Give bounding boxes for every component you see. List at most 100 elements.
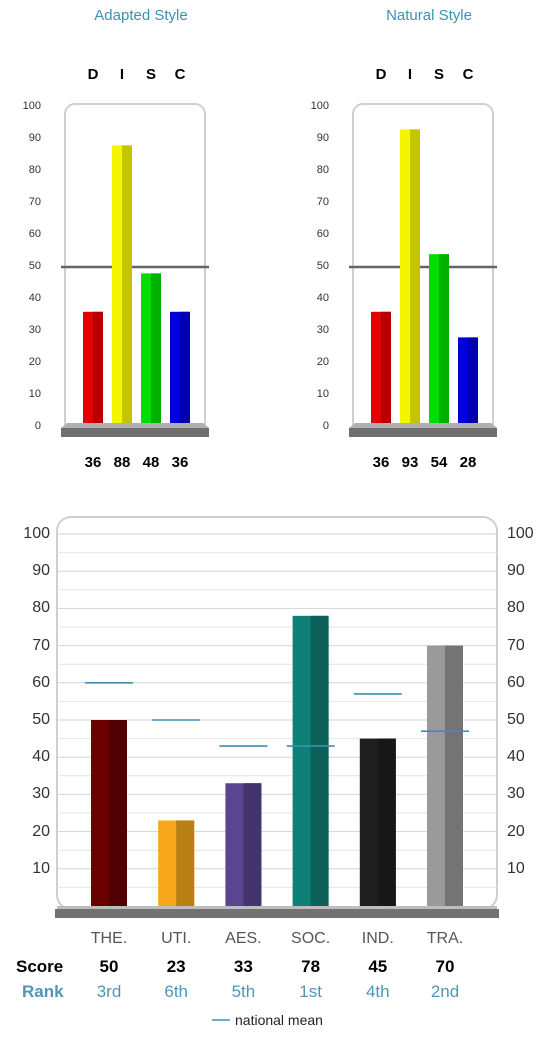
category-label: I <box>407 66 413 83</box>
y-tick-label-right: 70 <box>507 636 525 654</box>
y-tick-label-right: 80 <box>507 599 525 617</box>
y-tick-label-left: 60 <box>32 673 50 691</box>
y-tick-label-left: 10 <box>32 859 50 877</box>
category-label: S <box>145 66 156 83</box>
base-slab <box>55 909 499 918</box>
y-tick-label: 90 <box>316 132 329 144</box>
bar-shade <box>468 337 478 427</box>
rank-value: 6th <box>164 982 188 1001</box>
y-tick-label: 20 <box>316 356 329 368</box>
value-label: 36 <box>84 454 102 471</box>
score-value: 50 <box>99 957 119 976</box>
base-top <box>349 423 497 428</box>
bar-shade <box>243 783 262 906</box>
y-tick-label: 80 <box>28 164 41 176</box>
value-label: 36 <box>171 454 189 471</box>
category-label: C <box>462 66 474 83</box>
score-row-label: Score <box>16 957 64 976</box>
y-tick-label: 70 <box>28 196 41 208</box>
value-label: 93 <box>401 454 419 471</box>
base-slab <box>349 428 497 437</box>
y-tick-label-left: 100 <box>23 525 50 542</box>
y-tick-label-right: 60 <box>507 673 525 691</box>
bar-shade <box>176 820 195 906</box>
y-tick-label: 10 <box>28 388 41 400</box>
category-label: S <box>433 66 444 83</box>
base-slab <box>61 428 209 437</box>
base-top <box>57 906 497 909</box>
score-value: 23 <box>166 957 186 976</box>
y-tick-label: 40 <box>316 292 329 304</box>
category-label: D <box>87 66 99 83</box>
y-tick-label: 10 <box>316 388 329 400</box>
y-tick-label-left: 30 <box>32 785 50 803</box>
y-tick-label: 90 <box>28 132 41 144</box>
rank-value: 4th <box>365 982 390 1001</box>
score-value: 78 <box>301 957 321 976</box>
score-value: 45 <box>368 957 388 976</box>
y-tick-label-left: 70 <box>32 636 50 654</box>
y-tick-label: 0 <box>322 420 329 432</box>
bar-shade <box>109 720 127 906</box>
category-label: THE. <box>90 930 128 947</box>
bar-shade <box>439 254 449 427</box>
y-tick-label: 40 <box>28 292 41 304</box>
category-label: I <box>119 66 125 83</box>
y-tick-label-right: 100 <box>507 525 534 542</box>
y-tick-label: 0 <box>34 420 41 432</box>
y-tick-label-right: 10 <box>507 859 525 877</box>
bar-shade <box>93 311 103 427</box>
bar-shade <box>310 615 329 906</box>
y-tick-label: 20 <box>28 356 41 368</box>
y-tick-label-right: 90 <box>507 562 525 580</box>
value-label: 48 <box>142 454 160 471</box>
y-tick-label-right: 30 <box>507 785 525 803</box>
category-label: AES. <box>225 930 262 947</box>
category-label: D <box>375 66 387 83</box>
value-label: 28 <box>459 454 477 471</box>
y-tick-label-left: 90 <box>32 562 50 580</box>
value-label: 54 <box>430 454 448 471</box>
y-tick-label: 50 <box>28 260 41 272</box>
base-top <box>61 423 209 428</box>
y-tick-label: 60 <box>316 228 329 240</box>
bar-shade <box>445 645 463 906</box>
score-value: 70 <box>435 957 455 976</box>
bar-shade <box>410 129 420 427</box>
bar-shade <box>122 145 132 427</box>
y-tick-label-right: 20 <box>507 822 525 840</box>
y-tick-label-left: 20 <box>32 822 50 840</box>
y-tick-label-left: 80 <box>32 599 50 617</box>
y-tick-label: 100 <box>22 100 41 112</box>
bar-shade <box>151 273 161 427</box>
y-tick-label: 80 <box>316 164 329 176</box>
rank-value: 2nd <box>430 982 460 1001</box>
category-label: SOC. <box>291 930 331 947</box>
y-tick-label: 50 <box>316 260 329 272</box>
category-label: C <box>174 66 186 83</box>
score-value: 33 <box>233 957 253 976</box>
chart-title: Adapted Style <box>94 7 188 24</box>
y-tick-label: 100 <box>310 100 329 112</box>
rank-value: 1st <box>299 982 322 1001</box>
y-tick-label: 70 <box>316 196 329 208</box>
bar-shade <box>377 738 396 906</box>
value-label: 88 <box>113 454 131 471</box>
category-label: UTI. <box>161 930 192 947</box>
category-label: TRA. <box>426 930 464 947</box>
rank-value: 3rd <box>96 982 122 1001</box>
rank-value: 5th <box>231 982 256 1001</box>
y-tick-label-right: 40 <box>507 748 525 766</box>
y-tick-label: 30 <box>28 324 41 336</box>
legend-label: national mean <box>235 1012 323 1028</box>
y-tick-label-right: 50 <box>507 711 525 728</box>
y-tick-label: 60 <box>28 228 41 240</box>
y-tick-label-left: 50 <box>32 711 50 728</box>
y-tick-label: 30 <box>316 324 329 336</box>
value-label: 36 <box>372 454 390 471</box>
chart-title: Natural Style <box>386 7 472 24</box>
bar-shade <box>381 311 391 427</box>
bar-shade <box>180 311 190 427</box>
